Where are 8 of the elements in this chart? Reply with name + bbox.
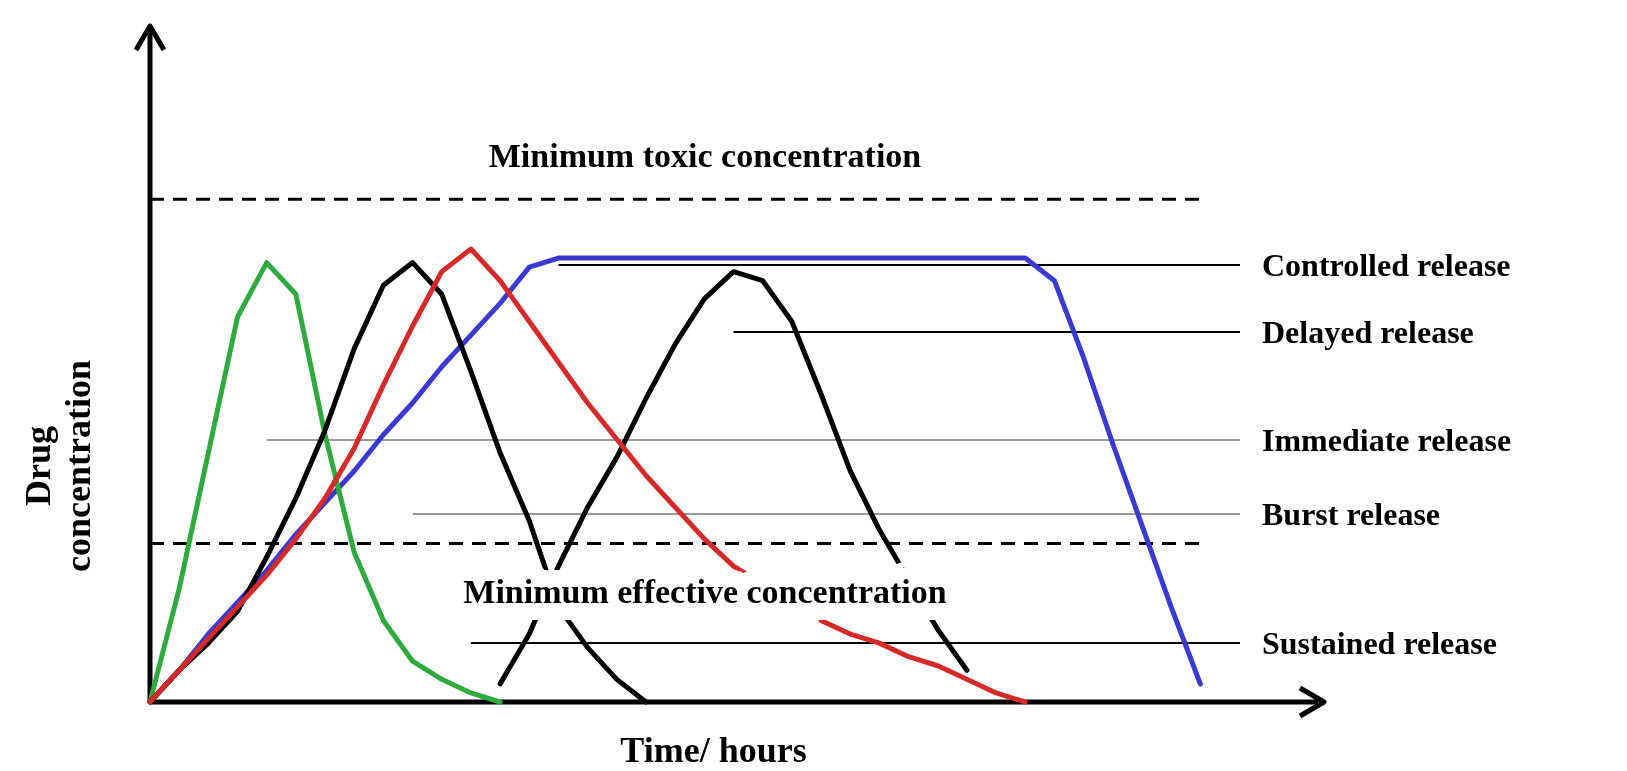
text: Immediate release: [1262, 422, 1512, 458]
text: Controlled release: [1262, 247, 1511, 283]
text: Burst release: [1262, 496, 1441, 532]
x-axis-title: Time/ hours: [620, 730, 807, 770]
text: Delayed release: [1262, 314, 1474, 350]
y-axis-title: Drug concentration: [18, 360, 98, 572]
text: Sustained release: [1262, 625, 1497, 661]
ref-line-label: Minimum toxic concentration: [488, 137, 922, 175]
